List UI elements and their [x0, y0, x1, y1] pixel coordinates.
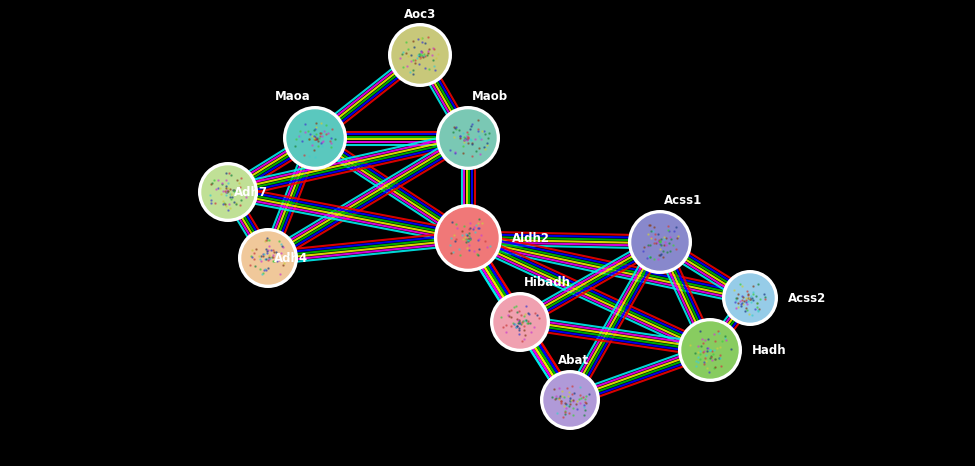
Circle shape: [443, 212, 493, 263]
Circle shape: [540, 370, 600, 430]
Circle shape: [388, 23, 452, 87]
Circle shape: [198, 162, 258, 222]
Circle shape: [438, 208, 498, 268]
Circle shape: [729, 278, 770, 318]
Circle shape: [722, 270, 778, 326]
Text: Abat: Abat: [559, 355, 590, 368]
Text: Adh4: Adh4: [274, 252, 308, 265]
Circle shape: [396, 31, 444, 79]
Text: Aoc3: Aoc3: [404, 7, 436, 21]
Circle shape: [494, 296, 546, 348]
Circle shape: [686, 326, 734, 374]
Circle shape: [490, 292, 550, 352]
Text: Acss2: Acss2: [788, 292, 826, 304]
Circle shape: [726, 274, 774, 322]
Circle shape: [445, 114, 491, 162]
Circle shape: [238, 228, 298, 288]
Circle shape: [392, 27, 448, 83]
Circle shape: [440, 110, 496, 166]
Circle shape: [682, 322, 738, 378]
Circle shape: [548, 378, 592, 422]
Circle shape: [436, 106, 500, 170]
Circle shape: [498, 300, 542, 344]
Circle shape: [283, 106, 347, 170]
Circle shape: [544, 374, 596, 426]
Circle shape: [434, 204, 502, 272]
Circle shape: [292, 114, 338, 162]
Text: Acss1: Acss1: [664, 194, 702, 207]
Circle shape: [246, 236, 291, 280]
Text: Maoa: Maoa: [275, 90, 311, 103]
Circle shape: [242, 232, 294, 284]
Text: Hadh: Hadh: [752, 343, 787, 356]
Circle shape: [206, 170, 251, 214]
Text: Hibadh: Hibadh: [524, 276, 571, 289]
Circle shape: [628, 210, 692, 274]
Circle shape: [202, 166, 254, 218]
Circle shape: [678, 318, 742, 382]
Circle shape: [287, 110, 343, 166]
Text: Maob: Maob: [472, 90, 508, 103]
Circle shape: [632, 214, 688, 270]
Circle shape: [637, 218, 683, 266]
Text: Aldh2: Aldh2: [512, 232, 550, 245]
Text: Adh7: Adh7: [234, 185, 268, 199]
